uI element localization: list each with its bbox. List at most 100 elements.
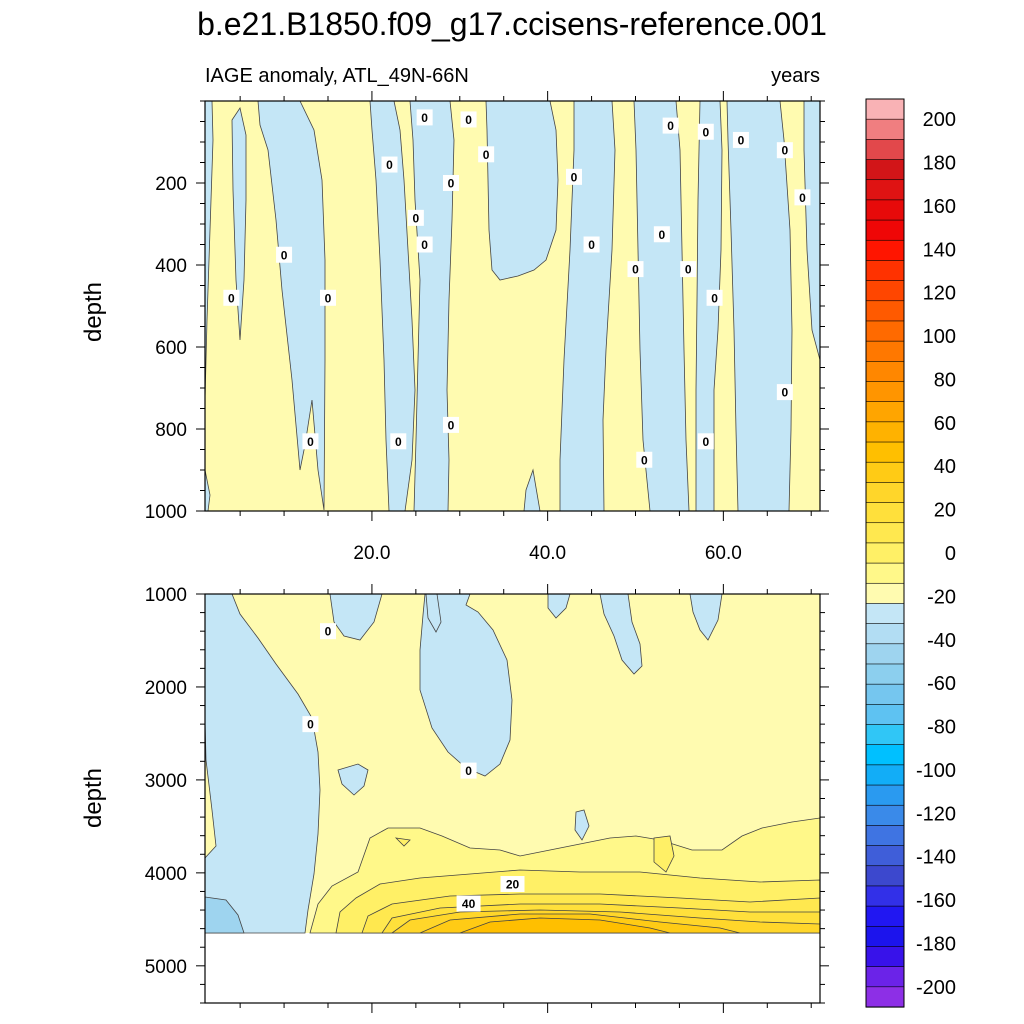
colorbar-box xyxy=(865,562,905,584)
colorbar-box xyxy=(865,421,905,443)
colorbar-box xyxy=(865,219,905,241)
upper-contour-label-box xyxy=(302,433,319,450)
lower-y-tick-labels: 1000 2000 3000 4000 5000 xyxy=(145,585,187,978)
lower-y-tick-label: 1000 xyxy=(145,585,187,606)
upper-contour-label-box xyxy=(460,111,477,128)
upper-contour-label-text: 0 xyxy=(307,435,314,449)
lower-contour-label-text: 0 xyxy=(325,625,332,639)
colorbar-box xyxy=(865,401,905,423)
colorbar-label: -200 xyxy=(916,977,956,999)
upper-contour-label-box xyxy=(636,451,653,468)
upper-contour-label-box xyxy=(583,236,600,253)
colorbar-box xyxy=(865,623,905,645)
colorbar-box xyxy=(865,280,905,302)
upper-contour-label-box xyxy=(732,131,749,148)
lower-contour-label: 0 xyxy=(320,623,336,640)
upper-contour-label-text: 0 xyxy=(738,133,745,147)
lower-tick-marks xyxy=(196,584,829,1013)
colorbar-box xyxy=(865,946,905,968)
lower-contour-label: 0 xyxy=(460,762,477,779)
upper-contour-label-text: 0 xyxy=(395,435,402,449)
upper-contour-label-text: 0 xyxy=(782,386,789,400)
upper-contour-label: 0 xyxy=(653,226,670,243)
colorbar xyxy=(865,98,905,1008)
upper-neg-band-4 xyxy=(369,101,416,511)
upper-contour-label-text: 0 xyxy=(571,170,578,184)
lower-contour-label: 0 xyxy=(302,716,319,733)
upper-contour-label: 0 xyxy=(223,289,240,306)
lower-pos-patch-2 xyxy=(394,837,411,847)
lower-neg-region-6 xyxy=(599,594,643,675)
lower-contour-labels: 0 0 0 20 40 xyxy=(302,623,525,912)
lower-contour-label-text: 20 xyxy=(506,878,520,892)
upper-contour-label-text: 0 xyxy=(448,418,455,432)
colorbar-box xyxy=(865,704,905,726)
colorbar-box xyxy=(865,179,905,201)
colorbar-label: -80 xyxy=(927,717,956,739)
upper-contour-label-box xyxy=(697,433,714,450)
upper-contour-label-text: 0 xyxy=(782,144,789,158)
upper-contour-label-text: 0 xyxy=(421,111,428,125)
lower-contour-label-text: 40 xyxy=(462,897,476,911)
colorbar-box xyxy=(865,482,905,504)
lower-contour-label-box xyxy=(500,876,525,893)
upper-contour-label-text: 0 xyxy=(588,238,595,252)
colorbar-label: -180 xyxy=(916,933,956,955)
upper-y-tick-label: 400 xyxy=(155,256,187,277)
colorbar-box xyxy=(865,118,905,140)
upper-contour-label: 0 xyxy=(276,246,293,263)
lower-y-axis-label: depth xyxy=(80,768,107,828)
upper-contour-label: 0 xyxy=(390,433,407,450)
upper-y-axis-label: depth xyxy=(80,282,107,342)
colorbar-box xyxy=(865,361,905,383)
lower-contour-label-box xyxy=(320,623,336,640)
upper-x-tick-labels: 20.0 40.0 60.0 xyxy=(353,543,741,564)
upper-contour-label-text: 0 xyxy=(483,148,490,162)
upper-contour-label-text: 0 xyxy=(386,158,393,172)
upper-contour-field xyxy=(205,101,820,511)
lower-panel: 1000 2000 3000 4000 5000 0 0 0 20 40 depth xyxy=(80,584,829,1013)
upper-contour-label-box xyxy=(390,433,407,450)
upper-contour-label-box xyxy=(697,123,714,140)
colorbar-box xyxy=(865,663,905,685)
colorbar-label: -60 xyxy=(927,673,956,695)
colorbar-label: -40 xyxy=(927,630,956,652)
upper-neg-band-3 xyxy=(257,101,326,511)
upper-contour-label-text: 0 xyxy=(711,291,718,305)
colorbar-box xyxy=(865,98,905,120)
upper-neg-patch-2 xyxy=(205,469,211,511)
upper-contour-label-text: 0 xyxy=(421,238,428,252)
lower-contour-label-box xyxy=(302,716,319,733)
upper-contour-label: 0 xyxy=(636,451,653,468)
colorbar-box xyxy=(865,603,905,625)
colorbar-box xyxy=(865,159,905,181)
colorbar-box xyxy=(865,139,905,161)
upper-neg-band-6 xyxy=(485,101,559,281)
upper-contour-label-box xyxy=(680,261,697,278)
upper-negative-regions xyxy=(205,101,820,511)
colorbar-box xyxy=(865,381,905,403)
upper-y-tick-label: 200 xyxy=(155,174,187,195)
colorbar-box xyxy=(865,764,905,786)
upper-contour-label-box xyxy=(381,156,398,173)
lower-neg-region-9 xyxy=(574,809,590,841)
lower-positive-regions xyxy=(309,817,820,934)
colorbar-label: 100 xyxy=(923,326,956,348)
upper-neg-band-1 xyxy=(205,101,214,401)
lower-contour-label-box xyxy=(460,762,477,779)
colorbar-frame xyxy=(865,98,905,1008)
colorbar-box xyxy=(865,461,905,483)
upper-tick-marks xyxy=(196,91,829,521)
upper-contour-label-text: 0 xyxy=(641,453,648,467)
upper-contour-label-box xyxy=(407,209,424,226)
upper-contour-label-box xyxy=(416,109,433,126)
lower-neg-region-4 xyxy=(425,594,442,633)
upper-contour-label: 0 xyxy=(302,433,319,450)
upper-y-tick-labels: 200 400 600 800 1000 xyxy=(145,174,187,523)
colorbar-label: 20 xyxy=(934,500,956,522)
chart-title: b.e21.B1850.f09_g17.ccisens-reference.00… xyxy=(197,6,827,42)
lower-neg-region-1 xyxy=(205,594,321,934)
chart-units: years xyxy=(771,65,820,87)
upper-contour-label-text: 0 xyxy=(667,119,674,133)
upper-y-tick-label: 800 xyxy=(155,420,187,441)
